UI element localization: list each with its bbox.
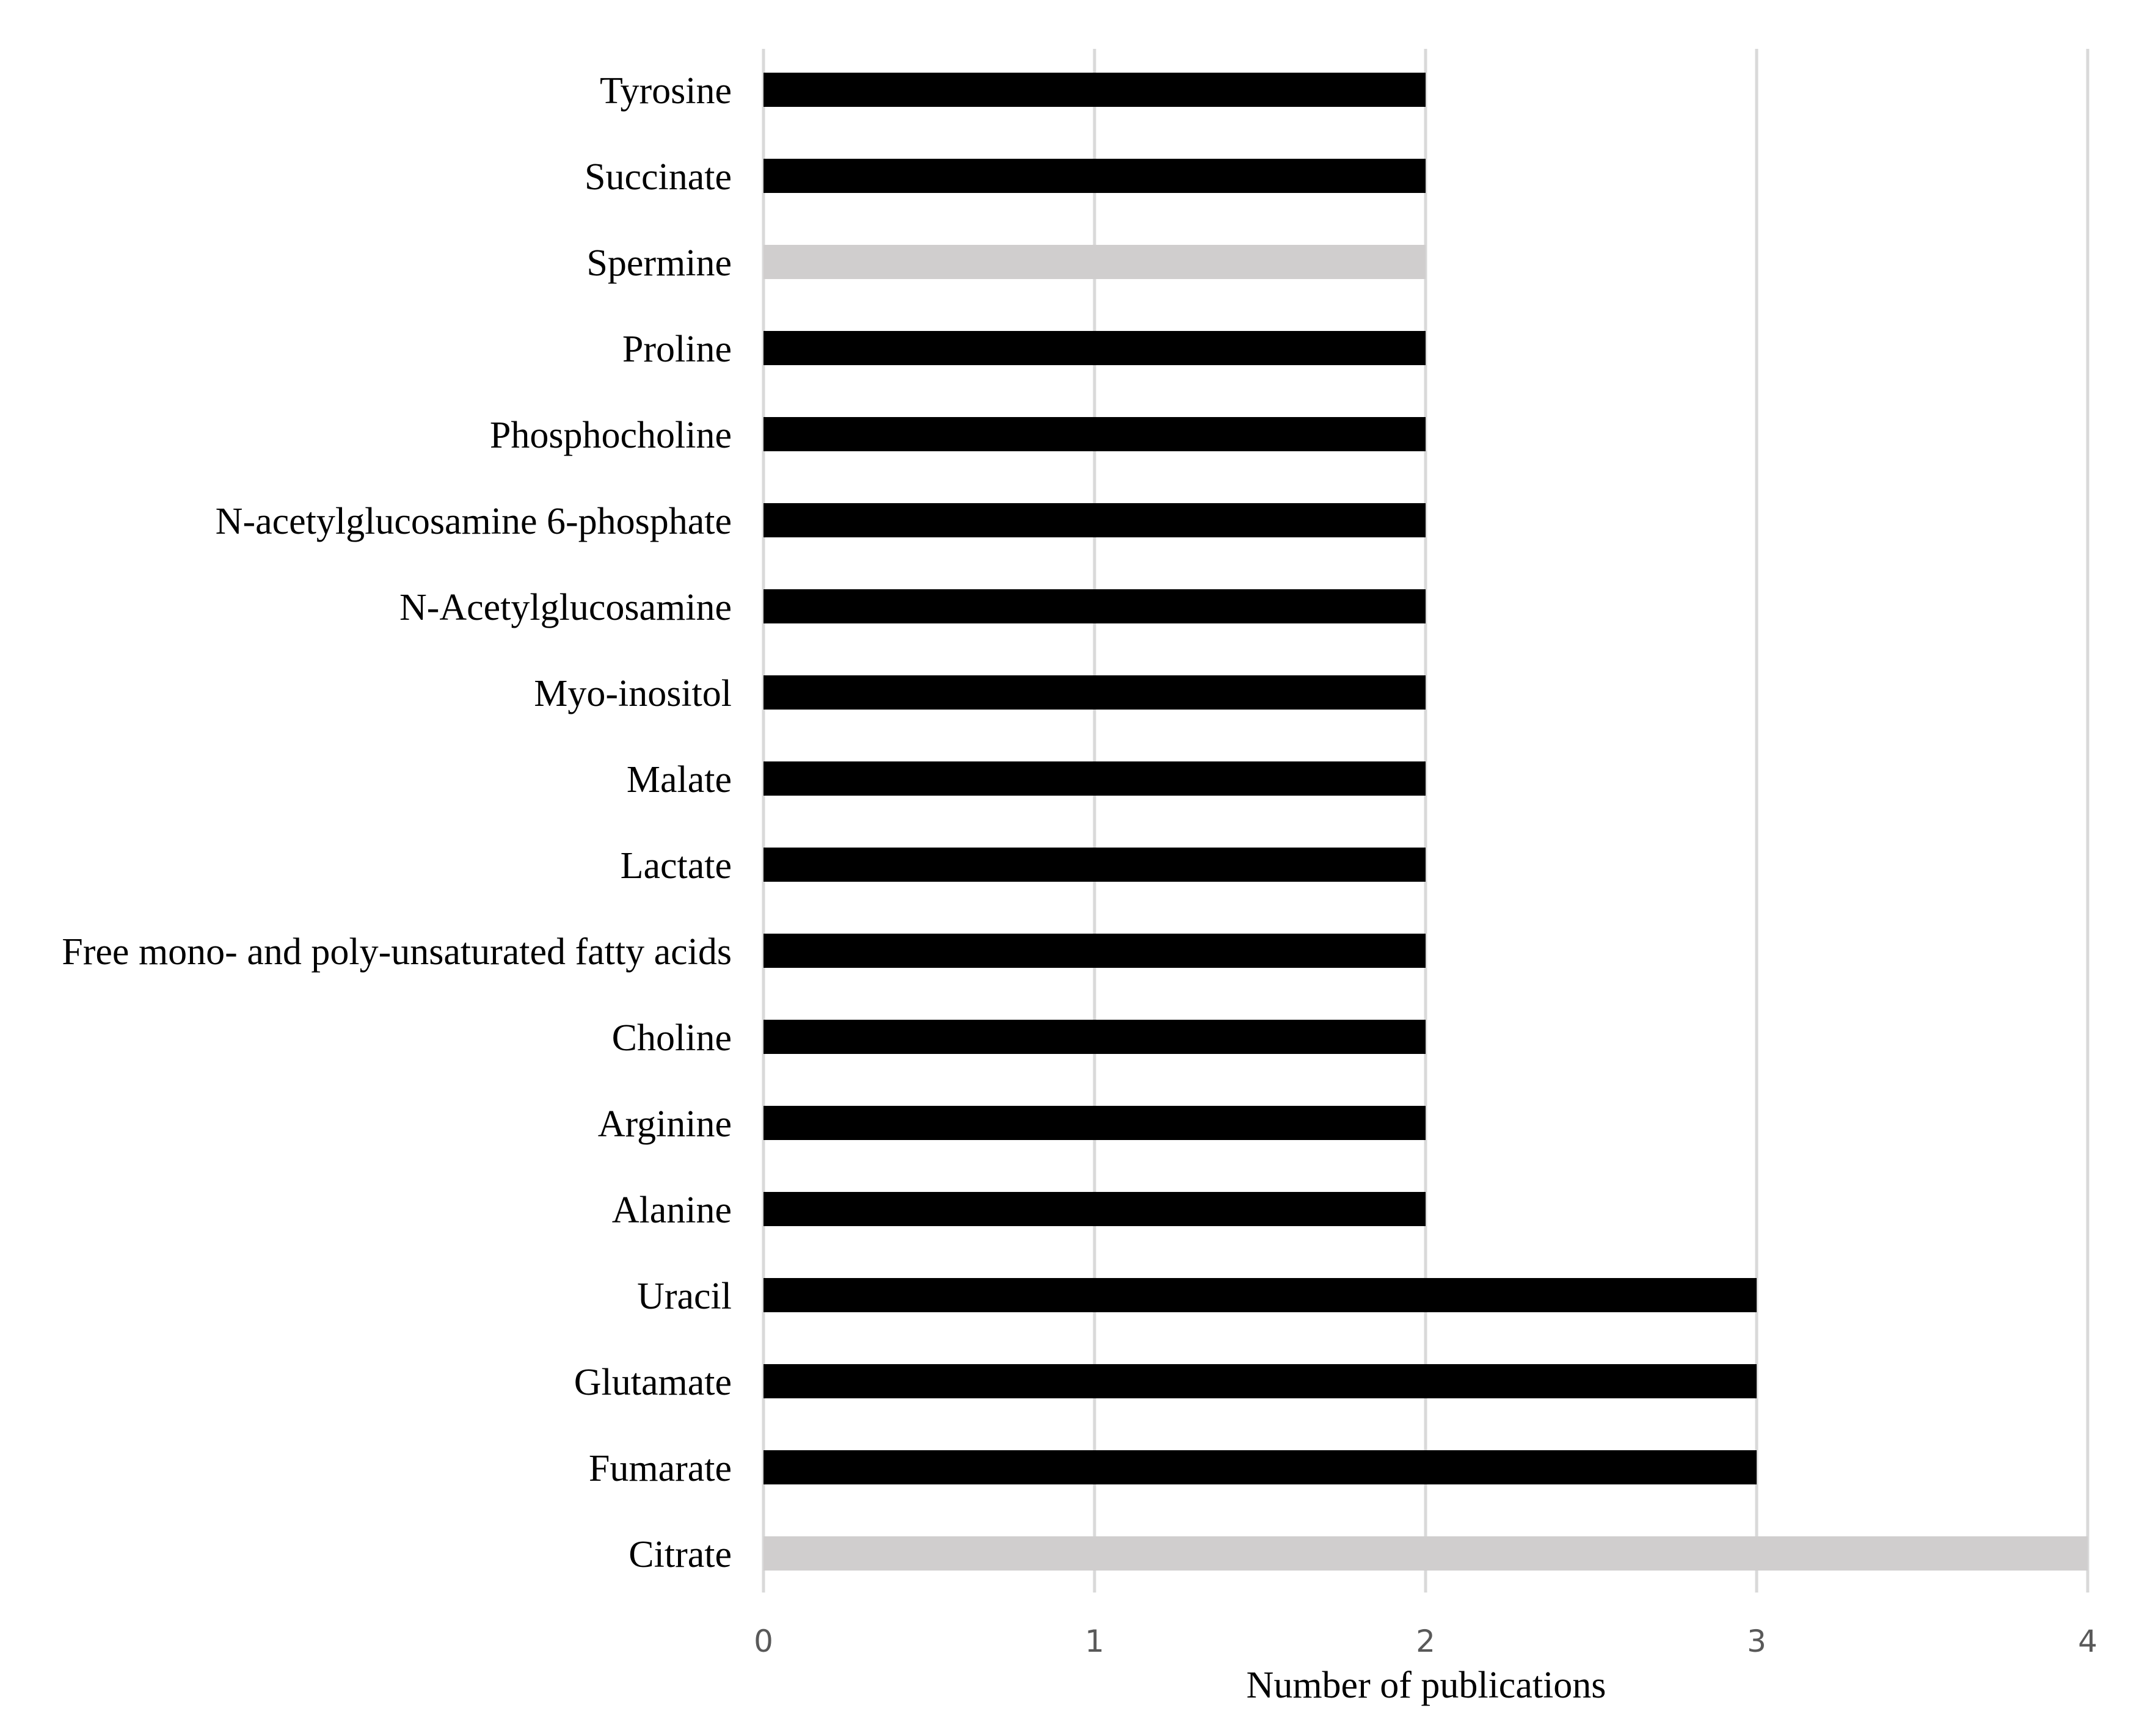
x-tick-label: 0 [754, 1624, 773, 1659]
bars [763, 73, 2088, 1571]
bar [763, 1450, 1757, 1484]
category-label: Spermine [586, 242, 732, 284]
bar [763, 1536, 2088, 1571]
bar [763, 503, 1426, 537]
bar [763, 73, 1426, 107]
category-label: N-acetylglucosamine 6-phosphate [216, 501, 732, 542]
category-label: Glutamate [574, 1362, 732, 1403]
bar [763, 159, 1426, 193]
category-label: Fumarate [589, 1448, 732, 1489]
x-tick-label: 1 [1085, 1624, 1104, 1659]
category-label: N-Acetylglucosamine [399, 587, 732, 628]
x-tick-label: 4 [2078, 1624, 2097, 1659]
category-label: Proline [622, 329, 732, 370]
bar [763, 934, 1426, 968]
bar [763, 1192, 1426, 1226]
x-axis-title: Number of publications [1247, 1665, 1606, 1706]
bar [763, 1106, 1426, 1140]
bar [763, 331, 1426, 365]
bar [763, 417, 1426, 451]
category-label: Succinate [585, 156, 732, 198]
bar [763, 1020, 1426, 1054]
category-label: Uracil [637, 1276, 732, 1317]
bar [763, 589, 1426, 623]
x-tick-label: 2 [1416, 1624, 1435, 1659]
x-tick-label: 3 [1747, 1624, 1766, 1659]
category-label: Myo-inositol [534, 673, 732, 714]
bar [763, 848, 1426, 882]
bar [763, 1364, 1757, 1398]
x-tick-labels: 0 1 2 3 4 [754, 1624, 2097, 1659]
bar [763, 761, 1426, 796]
category-label: Phosphocholine [490, 415, 732, 456]
category-label: Arginine [598, 1103, 732, 1145]
category-label: Tyrosine [600, 70, 732, 112]
category-labels: Tyrosine Succinate Spermine Proline Phosphoc… [62, 70, 732, 1575]
bar [763, 675, 1426, 710]
gridlines [762, 49, 2090, 1593]
category-label: Choline [612, 1017, 732, 1059]
category-label: Citrate [629, 1534, 732, 1575]
category-label: Alanine [612, 1189, 732, 1231]
bar [763, 245, 1426, 279]
bar [763, 1278, 1757, 1312]
category-label: Free mono- and poly-unsaturated fatty ac… [62, 931, 732, 973]
category-label: Lactate [621, 845, 732, 887]
category-label: Malate [627, 759, 732, 801]
